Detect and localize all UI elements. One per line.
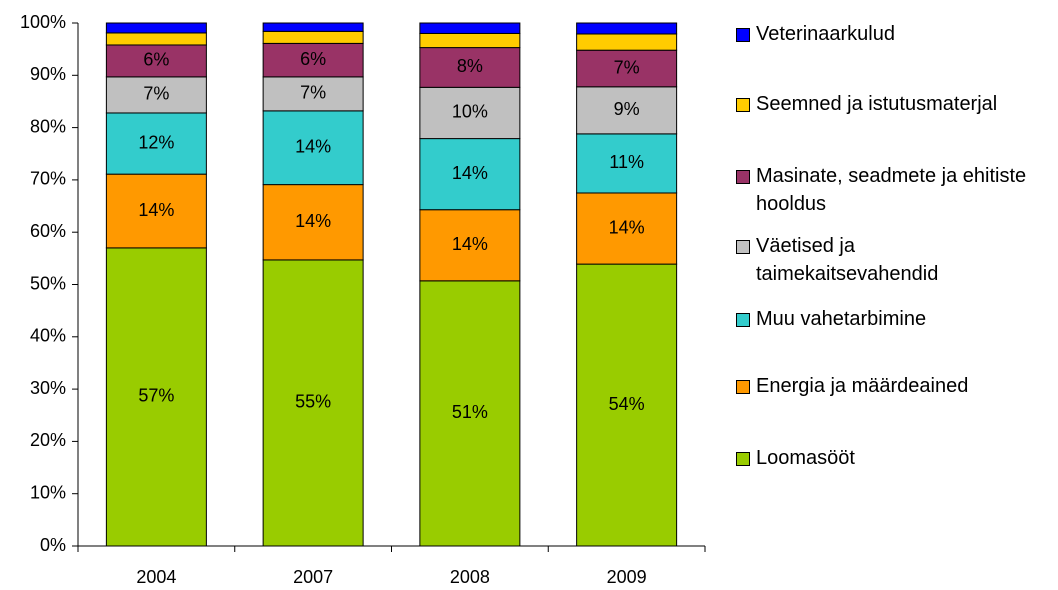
legend-swatch [736, 313, 750, 327]
legend-label: Väetised ja taimekaitsevahendid [756, 235, 939, 285]
data-label: 10% [452, 102, 488, 122]
legend-swatch [736, 452, 750, 466]
data-label: 14% [295, 136, 331, 156]
bar-segment [576, 49, 678, 88]
legend-label: Veterinaarkulud [756, 23, 895, 45]
data-label: 6% [300, 49, 326, 69]
bar-segment [262, 76, 364, 112]
data-label: 7% [143, 84, 169, 104]
legend-label: Masinate, seadmete ja ehitiste hooldus [756, 165, 1027, 215]
legend-swatch [736, 380, 750, 394]
legend-label: Seemned ja istutusmaterjal [756, 93, 998, 115]
bar-segment [576, 22, 678, 35]
data-label: 8% [457, 56, 483, 76]
bar-segment [262, 42, 364, 78]
y-tick-label: 0% [40, 535, 66, 555]
data-label: 14% [138, 200, 174, 220]
legend-item: Väetised ja taimekaitsevahendid [736, 232, 1036, 288]
bar-segment [105, 32, 207, 46]
y-tick-label: 100% [20, 12, 66, 32]
bar-segment [419, 280, 521, 547]
bar-segment [576, 33, 678, 51]
bar-segment [419, 22, 521, 34]
bar-segment [576, 86, 678, 135]
legend-item: Loomasööt [736, 444, 1036, 472]
x-tick-label: 2007 [293, 567, 333, 587]
bar-segment [576, 133, 678, 194]
legend-item: Seemned ja istutusmaterjal [736, 90, 1036, 118]
bar-segment [105, 76, 207, 114]
data-label: 7% [300, 83, 326, 103]
y-tick-label: 80% [30, 116, 66, 136]
data-label: 11% [609, 152, 644, 172]
y-tick-label: 10% [30, 482, 66, 502]
bar-segment [576, 192, 678, 265]
data-label: 14% [295, 211, 331, 231]
legend-swatch [736, 28, 750, 42]
legend-item: Masinate, seadmete ja ehitiste hooldus [736, 162, 1036, 218]
legend-item: Energia ja määrdeained [736, 372, 1036, 400]
data-label: 54% [609, 394, 645, 414]
bar-segment [419, 209, 521, 282]
data-label: 55% [295, 392, 331, 412]
y-tick-label: 40% [30, 326, 66, 346]
x-tick-label: 2004 [136, 567, 176, 587]
data-label: 14% [609, 217, 645, 237]
bar-segment [105, 44, 207, 78]
legend-swatch [736, 170, 750, 184]
data-label: 7% [614, 57, 640, 77]
bar-segment [262, 110, 364, 186]
data-label: 9% [614, 99, 640, 119]
bar-segment [576, 263, 678, 547]
x-tick-label: 2008 [450, 567, 490, 587]
x-tick-label: 2009 [607, 567, 647, 587]
legend-label: Energia ja määrdeained [756, 375, 969, 397]
y-tick-label: 50% [30, 273, 66, 293]
y-tick-label: 20% [30, 430, 66, 450]
legend-item: Muu vahetarbimine [736, 305, 1036, 333]
bar-segment [419, 32, 521, 49]
bar-segment [419, 47, 521, 88]
legend-label: Loomasööt [756, 447, 855, 469]
bar-segment [105, 22, 207, 34]
legend-swatch [736, 240, 750, 254]
bar-segment [262, 184, 364, 261]
data-label: 57% [138, 386, 174, 406]
data-label: 12% [138, 132, 174, 152]
bar-segment [262, 259, 364, 547]
y-tick-label: 70% [30, 169, 66, 189]
bar-segment [262, 22, 364, 32]
legend-swatch [736, 98, 750, 112]
data-label: 51% [452, 402, 488, 422]
y-tick-label: 30% [30, 378, 66, 398]
bar-segment [419, 138, 521, 211]
y-tick-label: 90% [30, 64, 66, 84]
data-label: 6% [143, 50, 169, 70]
legend-item: Veterinaarkulud [736, 20, 1036, 48]
data-label: 14% [452, 163, 488, 183]
y-tick-label: 60% [30, 221, 66, 241]
bar-segment [262, 30, 364, 44]
data-label: 14% [452, 234, 488, 254]
bar-segment [419, 86, 521, 140]
legend-label: Muu vahetarbimine [756, 308, 927, 330]
